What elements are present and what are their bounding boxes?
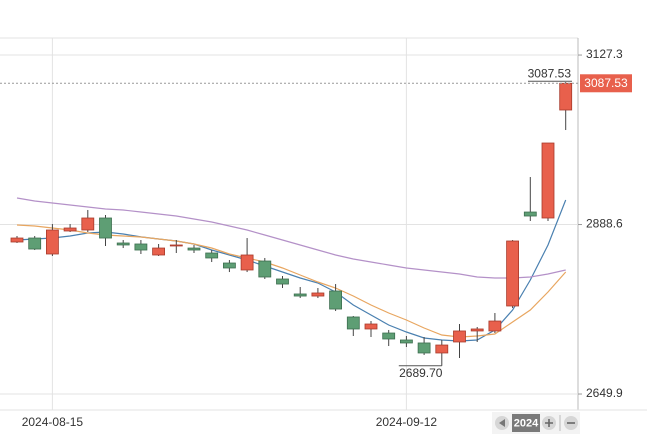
candle-body	[453, 330, 466, 343]
y-tick-label: 2649.9	[586, 386, 623, 400]
candle-body	[205, 252, 219, 259]
candle-body	[152, 247, 166, 256]
candle-body	[10, 237, 24, 243]
candle-body	[240, 254, 254, 271]
zoom-in-icon	[545, 419, 553, 427]
x-tick-label: 2024-08-15	[22, 415, 84, 429]
candle-body	[364, 323, 378, 330]
candle-body	[222, 262, 236, 269]
plot: 2649.9 2888.6 3127.3 2024-08-15 2024-09-12 30…	[0, 38, 632, 429]
last-price-annotation: 3087.53	[528, 66, 572, 80]
scroll-left-icon	[499, 419, 505, 427]
candle-body	[99, 217, 112, 239]
candle-body	[506, 240, 520, 307]
y-tick-label: 3127.3	[586, 47, 623, 61]
x-tick-label: 2024-09-12	[376, 415, 438, 429]
candle-body	[399, 339, 413, 344]
candle-body	[382, 332, 396, 340]
candle-body	[169, 244, 183, 247]
candle-body	[559, 82, 573, 111]
candle-body	[28, 237, 42, 250]
year-label: 2024	[514, 417, 539, 429]
candle-body	[187, 247, 201, 251]
ma-line	[16, 197, 566, 279]
y-tick-label: 2888.6	[586, 217, 623, 231]
candle-body	[523, 211, 537, 217]
candle-body	[435, 344, 449, 354]
candle-body	[329, 290, 343, 310]
last-price-badge	[580, 74, 632, 93]
candle-body	[488, 320, 502, 332]
year-badge[interactable]	[512, 414, 540, 432]
ma-line	[16, 224, 567, 338]
candle-body	[311, 292, 325, 297]
candle-body	[293, 293, 307, 297]
candle-body	[276, 278, 289, 285]
candle-body	[541, 142, 555, 219]
candle-body	[258, 260, 272, 278]
candle-body	[46, 229, 59, 255]
candle-body	[81, 217, 95, 231]
candle-body	[417, 342, 431, 354]
candle-body	[63, 227, 77, 232]
candle-body	[470, 328, 484, 332]
candle-body	[134, 243, 148, 251]
candle-body	[346, 316, 360, 330]
scroll-controls: 2024	[492, 412, 580, 434]
last-price-badge-label: 3087.53	[584, 76, 628, 90]
candle-body	[116, 242, 130, 246]
low-annotation: 2689.70	[399, 366, 443, 380]
